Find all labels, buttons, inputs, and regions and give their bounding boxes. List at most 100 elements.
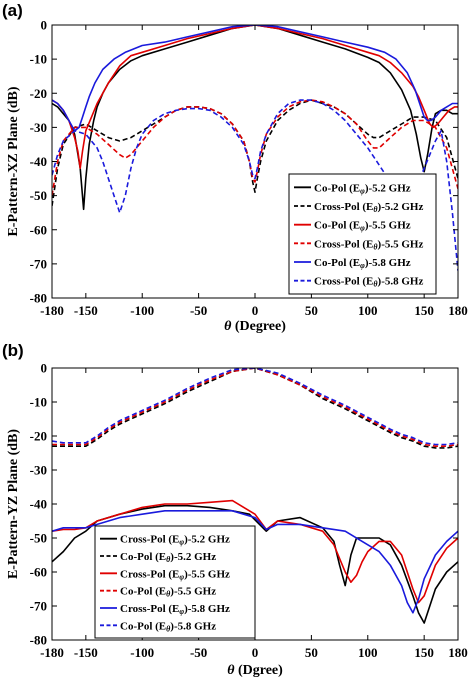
legend-text-tail: )-5.5 GHz [378, 238, 424, 250]
y-tick-label: -40 [30, 497, 47, 512]
y-tick-label: -30 [30, 120, 47, 135]
series-group [52, 368, 458, 624]
x-tick-label: -100 [130, 303, 154, 318]
series-line-2 [52, 368, 458, 449]
series-line-5 [52, 25, 458, 132]
x-tick-label: 0 [252, 303, 259, 318]
x-tick-label: -180 [40, 303, 64, 318]
panel-label: (a) [2, 1, 23, 20]
x-axis-label: θ (Dgree) [227, 663, 283, 678]
legend-text: Cross-Pol (E [120, 568, 179, 580]
x-axis-symbol: θ [224, 319, 232, 334]
series-line-3 [52, 25, 458, 170]
legend-text: Co-Pol (E [314, 257, 360, 269]
legend-subscript: φ [179, 607, 184, 616]
series-line-5 [52, 509, 458, 614]
legend-text: Co-Pol (E [314, 182, 360, 194]
legend-entry: Co-Pol (Eφ)-5.2 GHz [314, 182, 411, 195]
x-tick-label: -180 [40, 645, 64, 660]
y-tick-label: 0 [41, 361, 48, 376]
panel-a-xz-plane: (a) -180 -150 -100 -50 0 50 100 150 180 0 -10 -20 -30… [2, 1, 468, 334]
legend-text-tail: )-5.2 GHz [170, 551, 216, 563]
x-tick-label: 100 [358, 303, 378, 318]
legend-entry: Cross-Pol (Eθ)-5.8 GHz [314, 276, 423, 289]
series-line-3 [52, 499, 458, 604]
series-line-4 [52, 368, 458, 448]
panel-label: (b) [2, 341, 24, 360]
legend-subscript: φ [179, 538, 184, 547]
series-line-2 [52, 99, 458, 207]
legend-entry: Co-Pol (Eφ)-5.5 GHz [314, 220, 411, 233]
legend-text: Cross-Pol (E [314, 276, 373, 288]
legend-text: Co-Pol (E [120, 551, 166, 563]
series-line-6 [52, 368, 458, 446]
legend-text-tail: )-5.8 GHz [170, 620, 216, 632]
legend-entry: Cross-Pol (Eφ)-5.8 GHz [120, 603, 230, 616]
legend-text-tail: )-5.2 GHz [184, 534, 230, 546]
legend-entry: Co-Pol (Eφ)-5.8 GHz [314, 257, 411, 270]
legend-text-tail: )-5.8 GHz [184, 603, 230, 615]
legend-text-tail: )-5.8 GHz [378, 276, 424, 288]
legend-subscript: θ [373, 205, 378, 214]
legend-text-tail: )-5.8 GHz [365, 257, 411, 269]
legend-subscript: φ [179, 572, 184, 581]
legend-entry: Co-Pol (Eθ)-5.8 GHz [120, 620, 216, 633]
x-tick-label: -150 [74, 303, 98, 318]
y-tick-label: -70 [30, 599, 47, 614]
y-tick-label: -60 [30, 565, 47, 580]
legend-text: Co-Pol (E [120, 620, 166, 632]
legend-box [94, 525, 256, 639]
x-tick-label: -100 [130, 645, 154, 660]
x-tick-label: 50 [305, 303, 318, 318]
y-tick-label: 0 [41, 18, 48, 33]
legend-subscript: φ [360, 186, 365, 195]
x-axis-text: (Dgree) [234, 663, 283, 678]
x-axis-symbol: θ [227, 663, 235, 678]
x-tick-label: 50 [305, 645, 318, 660]
x-axis-label: θ (Degree) [224, 319, 286, 334]
legend-subscript: θ [373, 242, 378, 251]
legend-subscript: φ [360, 261, 365, 270]
x-tick-label: 150 [414, 303, 434, 318]
x-tick-label: -50 [190, 303, 207, 318]
legend-box [288, 173, 437, 295]
legend-text: Cross-Pol (E [314, 201, 373, 213]
y-tick-label: -20 [30, 429, 47, 444]
x-tick-label: 100 [358, 645, 378, 660]
legend-subscript: θ [166, 624, 171, 633]
series-line-4 [52, 99, 458, 196]
x-tick-label: 0 [252, 645, 259, 660]
legend-entry: Cross-Pol (Eφ)-5.2 GHz [120, 534, 230, 547]
legend-subscript: θ [166, 555, 171, 564]
x-tick-label: -150 [74, 645, 98, 660]
y-tick-label: -10 [30, 395, 47, 410]
legend-text: Co-Pol (E [314, 220, 360, 232]
legend-text-tail: )-5.2 GHz [365, 182, 411, 194]
x-tick-label: 180 [448, 645, 468, 660]
panel-b-yz-plane: (b) -180 -150 -100 -50 0 50 100 150 180 0 -10 -20 -30… [2, 341, 468, 678]
legend-subscript: θ [373, 280, 378, 289]
y-tick-label: -10 [30, 52, 47, 67]
y-tick-label: -70 [30, 256, 47, 271]
y-tick-label: -30 [30, 463, 47, 478]
legend-text-tail: )-5.5 GHz [365, 220, 411, 232]
y-axis-label: E-Pattern-YZ Plane (dB) [6, 429, 21, 579]
x-tick-label: 180 [448, 303, 468, 318]
legend-entry: Cross-Pol (Eθ)-5.5 GHz [314, 238, 423, 251]
legend-text: Cross-Pol (E [120, 603, 179, 615]
legend-entry: Cross-Pol (Eθ)-5.2 GHz [314, 201, 423, 214]
x-tick-label: -50 [190, 645, 207, 660]
legend-entry: Cross-Pol (Eφ)-5.5 GHz [120, 568, 230, 581]
legend-text: Cross-Pol (E [314, 238, 373, 250]
x-axis-text: (Degree) [231, 319, 286, 334]
legend-text-tail: )-5.5 GHz [170, 586, 216, 598]
y-axis-label: E-Pattern-XZ Plane (dB) [6, 86, 21, 236]
legend-text: Co-Pol (E [120, 586, 166, 598]
legend-entry: Co-Pol (Eθ)-5.5 GHz [120, 586, 216, 599]
legend-entry: Co-Pol (Eθ)-5.2 GHz [120, 551, 216, 564]
y-tick-label: -60 [30, 222, 47, 237]
y-tick-label: -80 [30, 633, 47, 648]
y-tick-label: -20 [30, 86, 47, 101]
legend-text-tail: )-5.2 GHz [378, 201, 424, 213]
